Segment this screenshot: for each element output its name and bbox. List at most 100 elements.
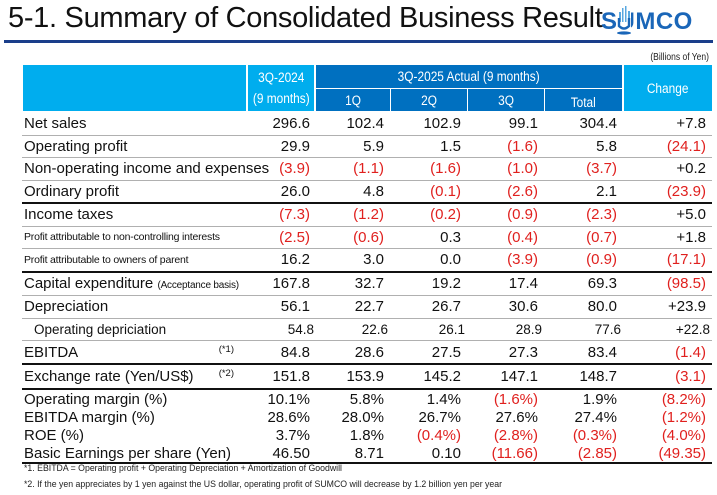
- table-row: Profit attributable to non-controlling i…: [22, 226, 712, 249]
- row-label: Profit attributable to owners of parent: [22, 248, 248, 273]
- cell-change: (1.4): [623, 340, 712, 365]
- row-footnote-ref: (*1): [218, 343, 234, 355]
- table-row: Income taxes (7.3) (1.2) (0.2) (0.9) (2.3) +5.…: [22, 203, 712, 227]
- cell-2q: 26.1: [390, 318, 467, 341]
- footnote-1: *1. EBITDA = Operating profit + Operatin…: [24, 463, 342, 474]
- cell-2q: 0.3: [390, 226, 467, 249]
- cell-3q: 147.1: [467, 364, 544, 390]
- cell-3q: (1.6): [467, 135, 544, 158]
- header-2q: 2Q: [391, 89, 468, 111]
- header-3q: 3Q: [468, 89, 545, 111]
- cell-3q2024: 16.2: [248, 248, 316, 273]
- cell-2q: 0.0: [390, 248, 467, 273]
- row-label: Operating depriciation: [22, 318, 248, 341]
- cell-total: (0.3%): [572, 426, 617, 444]
- header-total: Total: [545, 89, 622, 111]
- cell-total: 2.1: [544, 180, 623, 204]
- row-label-text: Profit attributable to owners of parent: [24, 253, 189, 266]
- row-label-text: Exchange rate (Yen/US$): [24, 368, 194, 385]
- cell-3q2024: (7.3): [248, 203, 316, 227]
- row-label: Ordinary profit: [22, 180, 248, 204]
- row-label: EBITDA (*1): [22, 340, 248, 365]
- header-change: Change: [624, 65, 712, 111]
- table-row: Operating margin (%) 10.1% 5.8% 1.4% (1.6%) 1…: [22, 389, 712, 408]
- cell-change: +7.8: [623, 113, 712, 136]
- header-3q2024-line2: (9 months): [252, 91, 310, 106]
- cell-1q: (1.1): [316, 157, 390, 181]
- cell-change: (49.35): [623, 444, 712, 464]
- table-row: Operating depriciation 54.8 22.6 26.1 28.9 77…: [22, 318, 712, 341]
- cell-3q: 30.6: [467, 295, 544, 319]
- row-label-text: Income taxes: [24, 206, 114, 224]
- row-label-text: EBITDA margin (%): [24, 408, 155, 426]
- table-row: Exchange rate (Yen/US$) (*2) 151.8 153.9 145…: [22, 364, 712, 390]
- row-label: Capital expenditure (Acceptance basis): [22, 271, 248, 296]
- header-1q: 1Q: [316, 89, 391, 111]
- cell-total: 83.4: [544, 340, 623, 365]
- header-3q2024: 3Q-2024 (9 months): [248, 65, 314, 111]
- header-divider: [316, 88, 545, 89]
- cell-3q2024: 26.0: [248, 180, 316, 204]
- cell-total: (0.9): [544, 248, 623, 273]
- cell-1q: 28.0%: [341, 408, 384, 426]
- cell-total: 27.4%: [574, 408, 617, 426]
- row-label: ROE (%): [22, 426, 248, 444]
- unit-label: (Billions of Yen): [650, 52, 709, 63]
- table-row: EBITDA margin (%) 28.6% 28.0% 26.7% 27.6% 27.…: [22, 408, 712, 426]
- cell-3q: (11.66): [467, 444, 544, 464]
- cell-change: (17.1): [623, 248, 712, 273]
- header-label-blank: [23, 65, 246, 111]
- table-row: Operating profit 29.9 5.9 1.5 (1.6) 5.8 (24.1): [22, 135, 712, 158]
- cell-3q2024: 29.9: [248, 135, 316, 158]
- cell-1q: (1.2): [316, 203, 390, 227]
- cell-3q: (2.6): [467, 180, 544, 204]
- cell-total: 148.7: [544, 364, 623, 390]
- cell-change: +1.8: [623, 226, 712, 249]
- cell-1q: 3.0: [316, 248, 390, 273]
- cell-2q: 26.7%: [418, 408, 461, 426]
- row-label-text: Net sales: [24, 115, 87, 133]
- row-label: Basic Earnings per share (Yen): [22, 444, 248, 464]
- cell-change: (98.5): [623, 271, 712, 296]
- row-label-text: EBITDA: [24, 343, 79, 361]
- cell-3q: (0.9): [467, 203, 544, 227]
- row-label-text: Basic Earnings per share (Yen): [24, 444, 232, 462]
- row-label-text: Capital expenditure: [24, 275, 154, 292]
- cell-1q: 28.6: [316, 340, 390, 365]
- cell-total: 77.6: [544, 318, 623, 341]
- table-row: Net sales 296.6 102.4 102.9 99.1 304.4 +7.8: [22, 113, 712, 136]
- cell-2q: 0.10: [390, 444, 467, 464]
- cell-2q: 102.9: [390, 113, 467, 136]
- cell-3q: 17.4: [467, 271, 544, 296]
- row-label: Income taxes: [22, 203, 248, 227]
- cell-3q2024: (3.9): [248, 157, 316, 181]
- row-label: EBITDA margin (%): [22, 408, 248, 426]
- cell-2q: (0.1): [390, 180, 467, 204]
- logo-wafer-icon: [617, 6, 631, 36]
- table-row: Capital expenditure (Acceptance basis) 16…: [22, 271, 712, 296]
- row-label: Non-operating income and expenses: [22, 157, 269, 181]
- cell-2q: 19.2: [390, 271, 467, 296]
- row-label: Operating profit: [22, 135, 248, 158]
- cell-total: 1.9%: [582, 390, 617, 408]
- row-label-text: Operating profit: [24, 137, 128, 155]
- cell-change: +23.9: [623, 295, 712, 319]
- row-label-text: Operating depriciation: [34, 321, 167, 337]
- cell-2q: 26.7: [390, 295, 467, 319]
- cell-1q: 153.9: [316, 364, 390, 390]
- cell-1q: 5.8%: [349, 390, 384, 408]
- cell-1q: 4.8: [316, 180, 390, 204]
- row-label: Operating margin (%): [22, 389, 248, 408]
- cell-3q: (2.8%): [493, 426, 538, 444]
- cell-1q: 5.9: [316, 135, 390, 158]
- results-table: Net sales 296.6 102.4 102.9 99.1 304.4 +7.8 Ope…: [22, 113, 712, 464]
- cell-3q: (3.9): [467, 248, 544, 273]
- cell-3q: 99.1: [467, 113, 544, 136]
- header-3q2025-group: 3Q-2025 Actual (9 months): [316, 65, 622, 88]
- cell-3q2024: (2.5): [248, 226, 316, 249]
- cell-total: (0.7): [544, 226, 623, 249]
- cell-3q: (1.6%): [493, 390, 538, 408]
- cell-3q: 28.9: [467, 318, 544, 341]
- page-title: 5-1. Summary of Consolidated Business Re…: [8, 2, 603, 34]
- cell-1q: 8.71: [316, 444, 390, 464]
